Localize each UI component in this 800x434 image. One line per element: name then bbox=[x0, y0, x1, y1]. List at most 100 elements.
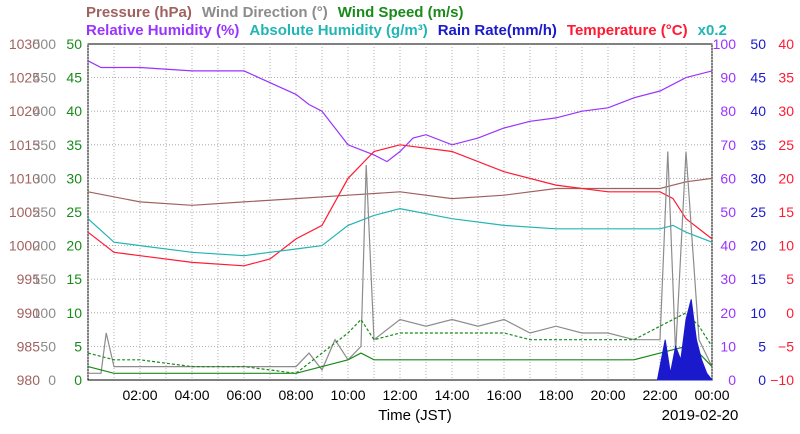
left-tick-label: 1000 bbox=[9, 238, 40, 254]
left-tick-label: 1005 bbox=[9, 204, 40, 220]
left-tick-label: 1020 bbox=[9, 103, 40, 119]
right-tick-label: 0 bbox=[786, 305, 794, 321]
right-tick-label: 20 bbox=[720, 305, 736, 321]
grid-lines bbox=[87, 44, 713, 380]
right-tick-label: 25 bbox=[778, 137, 794, 153]
left-tick-label: 1010 bbox=[9, 170, 40, 186]
right-tick-label: 0 bbox=[758, 372, 766, 388]
header-label: Wind Speed (m/s) bbox=[338, 4, 464, 21]
right-tick-label: 30 bbox=[750, 170, 766, 186]
series-line bbox=[87, 177, 713, 206]
x-tick-label: 00:00 bbox=[694, 387, 729, 403]
left-tick-label: 35 bbox=[66, 137, 82, 153]
series-line bbox=[87, 345, 713, 374]
left-tick-label: 500 bbox=[33, 36, 57, 52]
right-tick-label: 20 bbox=[750, 238, 766, 254]
left-tick-label: 985 bbox=[17, 338, 41, 354]
header-label: Rain Rate(mm/h) bbox=[438, 22, 557, 39]
right-tick-label: −5 bbox=[778, 338, 794, 354]
x-tick-label: 08:00 bbox=[278, 387, 313, 403]
right-tick-label: 15 bbox=[750, 271, 766, 287]
series-rain-area bbox=[656, 299, 714, 381]
x-tick-label: 06:00 bbox=[226, 387, 261, 403]
x-tick-label: 12:00 bbox=[382, 387, 417, 403]
left-tick-label: 400 bbox=[33, 103, 57, 119]
header-row-pressure-wind: Pressure (hPa) Wind Direction (°) Wind Spe… bbox=[86, 4, 463, 21]
left-tick-label: 50 bbox=[40, 338, 56, 354]
header-label: Relative Humidity (%) bbox=[86, 22, 239, 39]
left-tick-label: 350 bbox=[33, 137, 57, 153]
header-label: Temperature (°C) bbox=[567, 22, 688, 39]
left-tick-label: 40 bbox=[66, 103, 82, 119]
left-tick-label: 30 bbox=[66, 170, 82, 186]
left-axes: 9809859909951000100510101015102010251030… bbox=[9, 36, 82, 388]
left-tick-label: 995 bbox=[17, 271, 41, 287]
right-tick-label: 45 bbox=[750, 70, 766, 86]
series-line bbox=[87, 207, 713, 257]
left-tick-label: 990 bbox=[17, 305, 41, 321]
header-label: x0.2 bbox=[698, 22, 727, 39]
right-tick-label: 0 bbox=[728, 372, 736, 388]
series-line bbox=[87, 60, 713, 163]
right-tick-label: 40 bbox=[720, 238, 736, 254]
x-tick-label: 22:00 bbox=[642, 387, 677, 403]
left-tick-label: 200 bbox=[33, 238, 57, 254]
x-tick-label: 10:00 bbox=[330, 387, 365, 403]
left-tick-label: 1025 bbox=[9, 70, 40, 86]
right-tick-label: 90 bbox=[720, 70, 736, 86]
left-tick-label: 250 bbox=[33, 204, 57, 220]
header-label: Absolute Humidity (g/m³) bbox=[249, 22, 427, 39]
left-tick-label: 1030 bbox=[9, 36, 40, 52]
data-series bbox=[87, 60, 714, 381]
left-tick-label: 300 bbox=[33, 170, 57, 186]
x-tick-label: 04:00 bbox=[174, 387, 209, 403]
left-tick-label: 980 bbox=[17, 372, 41, 388]
date-label: 2019-02-20 bbox=[662, 407, 739, 424]
left-tick-label: 100 bbox=[33, 305, 57, 321]
right-tick-label: 60 bbox=[720, 170, 736, 186]
left-tick-label: 150 bbox=[33, 271, 57, 287]
right-tick-label: 100 bbox=[713, 36, 737, 52]
right-tick-label: 50 bbox=[720, 204, 736, 220]
right-tick-label: 25 bbox=[750, 204, 766, 220]
right-tick-label: 15 bbox=[778, 204, 794, 220]
left-tick-label: 0 bbox=[74, 372, 82, 388]
right-tick-label: 10 bbox=[750, 305, 766, 321]
right-tick-label: 35 bbox=[750, 137, 766, 153]
right-tick-label: 40 bbox=[778, 36, 794, 52]
left-tick-label: 15 bbox=[66, 271, 82, 287]
right-tick-label: 30 bbox=[720, 271, 736, 287]
right-tick-label: −10 bbox=[770, 372, 794, 388]
x-tick-label: 14:00 bbox=[434, 387, 469, 403]
left-tick-label: 450 bbox=[33, 70, 57, 86]
header-row-humidity-rain-temp: Relative Humidity (%) Absolute Humidity (… bbox=[86, 22, 727, 39]
right-tick-label: 10 bbox=[720, 338, 736, 354]
left-tick-label: 10 bbox=[66, 305, 82, 321]
header-label: Pressure (hPa) bbox=[86, 4, 192, 21]
series-line bbox=[87, 312, 713, 374]
series-line bbox=[87, 144, 713, 267]
right-tick-label: 50 bbox=[750, 36, 766, 52]
right-axes: 0102030405060708090100051015202530354045… bbox=[713, 36, 795, 388]
left-tick-label: 45 bbox=[66, 70, 82, 86]
right-tick-label: 5 bbox=[786, 271, 794, 287]
x-tick-label: 02:00 bbox=[122, 387, 157, 403]
left-tick-label: 20 bbox=[66, 238, 82, 254]
right-tick-label: 40 bbox=[750, 103, 766, 119]
left-tick-label: 5 bbox=[74, 338, 82, 354]
right-tick-label: 70 bbox=[720, 137, 736, 153]
left-tick-label: 50 bbox=[66, 36, 82, 52]
left-tick-label: 25 bbox=[66, 204, 82, 220]
right-tick-label: 10 bbox=[778, 238, 794, 254]
right-tick-label: 5 bbox=[758, 338, 766, 354]
x-tick-label: 20:00 bbox=[590, 387, 625, 403]
x-axis-ticks: 02:00 04:00 06:00 08:00 10:00 12:00 14:00 16:00… bbox=[122, 387, 729, 403]
right-tick-label: 20 bbox=[778, 170, 794, 186]
series-line bbox=[88, 151, 713, 374]
header-label: Wind Direction (°) bbox=[202, 4, 328, 21]
left-tick-label: 0 bbox=[48, 372, 56, 388]
x-axis-label: Time (JST) bbox=[378, 407, 452, 424]
x-tick-label: 18:00 bbox=[538, 387, 573, 403]
left-tick-label: 1015 bbox=[9, 137, 40, 153]
